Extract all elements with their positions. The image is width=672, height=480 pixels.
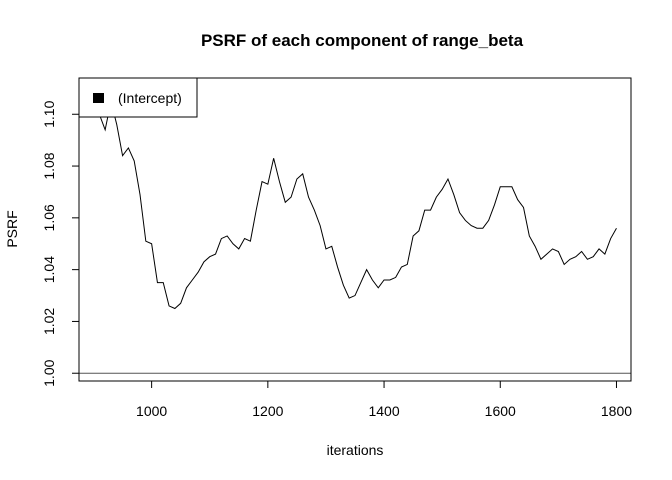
y-tick-label: 1.04 (41, 256, 57, 283)
x-tick-label: 1000 (136, 403, 167, 419)
x-tick-label: 1200 (252, 403, 283, 419)
legend-label: (Intercept) (118, 90, 182, 106)
y-tick-label: 1.02 (41, 308, 57, 335)
y-tick-label: 1.08 (41, 152, 57, 179)
legend-swatch (93, 93, 104, 103)
series-line-0 (93, 83, 617, 310)
y-tick-label: 1.00 (41, 359, 57, 386)
plot-border (78, 77, 632, 382)
x-axis-label: iterations (327, 442, 384, 458)
y-tick-label: 1.10 (41, 100, 57, 127)
y-tick-label: 1.06 (41, 204, 57, 231)
x-tick-label: 1800 (601, 403, 632, 419)
y-axis-label: PSRF (4, 210, 20, 247)
plot-area: 1000 1200 1400 1600 1800 1.00 1.02 1.04 1.06 1.08… (41, 77, 632, 419)
chart-title: PSRF of each component of range_beta (201, 31, 524, 50)
x-tick-label: 1400 (368, 403, 399, 419)
x-tick-label: 1600 (485, 403, 516, 419)
